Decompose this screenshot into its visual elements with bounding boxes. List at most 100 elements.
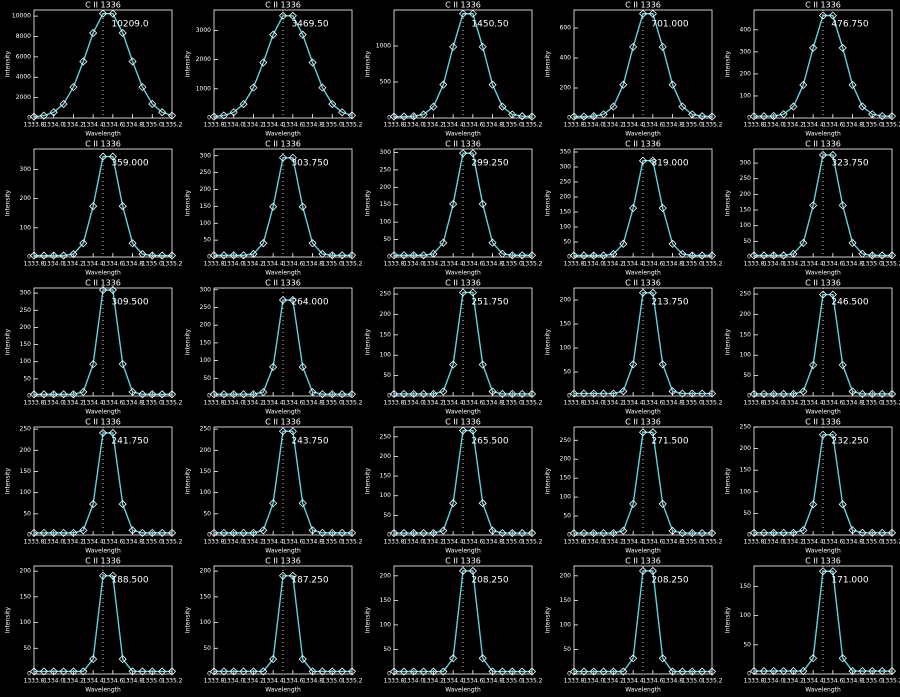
x-tick-label: 1335.0 — [502, 678, 523, 685]
data-point — [49, 528, 58, 537]
x-axis-label: Wavelength — [805, 409, 841, 416]
x-tick-label: 1334.4 — [83, 122, 104, 129]
peak-annotation: 323.750 — [831, 159, 868, 169]
x-tick-label: 1334.2 — [603, 539, 624, 546]
y-tick-label: 250 — [740, 424, 752, 431]
x-tick-label: 1333.8 — [384, 261, 405, 268]
data-point — [818, 430, 828, 439]
data-point — [429, 102, 438, 111]
data-point — [399, 112, 408, 121]
data-point — [328, 528, 337, 537]
data-point — [648, 156, 657, 165]
x-tick-label: 1334.4 — [83, 539, 104, 546]
data-point — [518, 389, 527, 399]
data-point — [779, 251, 788, 260]
data-point — [269, 655, 278, 664]
data-point — [508, 528, 517, 538]
x-tick-label: 1335.0 — [682, 122, 703, 129]
data-point — [698, 667, 707, 676]
data-point — [458, 149, 468, 158]
x-tick-label: 1334.8 — [842, 122, 863, 129]
x-tick-label: 1333.8 — [204, 400, 225, 407]
data-point — [698, 112, 707, 121]
data-point — [579, 389, 588, 398]
data-point — [678, 389, 687, 398]
data-point — [229, 390, 238, 399]
y-tick-label: 0 — [567, 254, 571, 261]
data-point — [658, 654, 667, 663]
data-point — [818, 150, 828, 160]
data-point — [59, 390, 68, 399]
peak-annotation: 319.000 — [651, 159, 688, 169]
x-tick-label: 1335.2 — [882, 261, 900, 268]
data-point — [249, 249, 258, 259]
y-tick-label: 0 — [387, 254, 391, 261]
data-point — [89, 202, 98, 211]
data-point — [209, 390, 219, 399]
y-tick-label: 100 — [200, 220, 212, 227]
y-axis-label: Intensity — [185, 467, 192, 494]
x-tick-label: 1334.0 — [43, 261, 64, 268]
data-point — [239, 528, 248, 537]
fit-line — [214, 157, 352, 257]
data-point — [419, 389, 428, 399]
fit-line — [213, 15, 353, 118]
x-tick-label: 1334.2 — [603, 678, 624, 685]
x-tick-label: 1334.4 — [803, 539, 824, 546]
x-tick-label: 1334.4 — [443, 400, 464, 407]
y-axis-label: Intensity — [365, 50, 372, 77]
data-point — [828, 11, 837, 20]
x-tick-label: 1333.8 — [744, 400, 765, 407]
data-point — [789, 389, 798, 399]
y-tick-label: 2000 — [16, 94, 31, 101]
y-tick-label: 100 — [740, 352, 752, 359]
chart-title: C II 1336 — [805, 418, 841, 427]
data-point — [707, 251, 717, 260]
data-point — [259, 667, 268, 676]
x-tick-label: 1334.6 — [102, 122, 123, 129]
data-point — [239, 390, 248, 399]
data-point — [128, 667, 137, 676]
data-point — [338, 667, 347, 676]
x-tick-label: 1334.0 — [223, 678, 244, 685]
data-point — [69, 250, 78, 259]
data-point — [658, 42, 667, 51]
data-point — [439, 387, 448, 396]
y-tick-label: 50 — [743, 372, 751, 379]
data-point — [887, 112, 897, 121]
peak-annotation: 241.750 — [111, 437, 148, 447]
data-point — [799, 526, 808, 535]
x-tick-label: 1334.8 — [482, 678, 503, 685]
data-point — [347, 111, 357, 120]
fit-line — [394, 152, 532, 256]
peak-annotation: 171.000 — [831, 576, 868, 586]
data-point — [828, 290, 837, 299]
y-tick-label: 200 — [740, 191, 752, 198]
data-point — [599, 389, 608, 398]
y-tick-label: 100 — [200, 619, 212, 626]
x-tick-label: 1334.2 — [783, 122, 804, 129]
y-axis-label: Intensity — [725, 50, 732, 77]
y-axis-label: Intensity — [545, 606, 552, 633]
data-point — [658, 204, 667, 213]
data-point — [79, 667, 88, 676]
x-tick-label: 1334.8 — [122, 539, 143, 546]
data-point — [498, 528, 507, 538]
x-tick-label: 1335.2 — [342, 122, 363, 129]
data-point — [158, 667, 167, 676]
chart-title: C II 1336 — [265, 557, 301, 566]
y-tick-label: 0 — [747, 393, 751, 400]
data-point — [409, 389, 418, 399]
data-point — [789, 102, 798, 111]
x-tick-label: 1334.4 — [803, 261, 824, 268]
data-point — [449, 199, 458, 209]
x-tick-label: 1333.8 — [564, 122, 585, 129]
y-axis-label: Intensity — [5, 606, 12, 633]
y-tick-label: 150 — [740, 467, 752, 474]
data-point — [328, 667, 337, 676]
data-point — [409, 251, 418, 260]
data-point — [668, 667, 677, 676]
x-tick-label: 1334.0 — [583, 678, 604, 685]
x-tick-label: 1335.2 — [162, 261, 183, 268]
chart-title: C II 1336 — [625, 279, 661, 288]
